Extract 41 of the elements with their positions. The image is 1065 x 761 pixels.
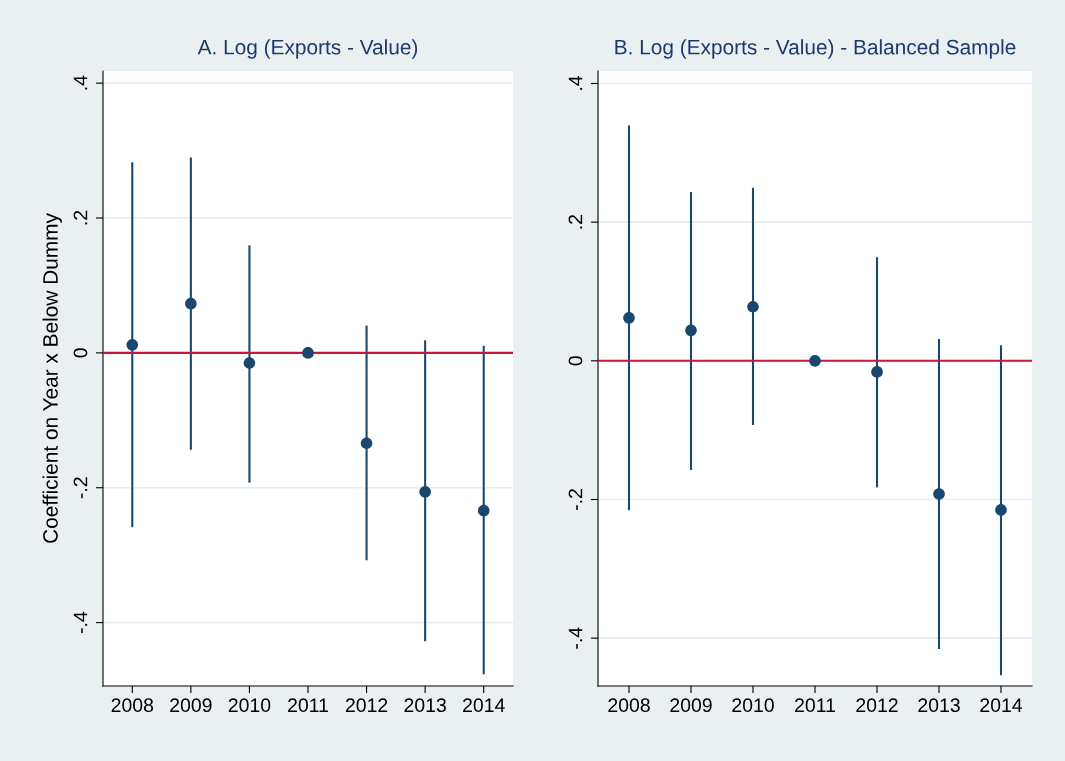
point	[419, 485, 431, 498]
x-tick-label: 2011	[288, 698, 328, 713]
point	[477, 504, 490, 517]
x-tick-label: 2013	[918, 698, 960, 713]
y-tick-label: 0	[568, 356, 583, 366]
chart-title: A. Log (Exports - Value)	[197, 39, 418, 59]
point	[185, 297, 197, 310]
y-tick-label: 0	[73, 348, 88, 358]
y-tick-label: .4	[73, 75, 88, 90]
y-tick-label: .4	[568, 75, 583, 90]
point	[933, 488, 945, 500]
point	[809, 355, 821, 367]
y-tick-label: -.4	[73, 611, 88, 634]
x-tick-label: 2014	[463, 698, 505, 713]
y-tick-label: .2	[568, 215, 583, 229]
x-tick-label: 2011	[795, 698, 835, 713]
point	[685, 324, 697, 337]
point	[995, 504, 1007, 516]
x-tick-label: 2008	[111, 698, 154, 713]
x-tick-label: 2010	[228, 698, 271, 713]
x-tick-label: 2014	[980, 698, 1023, 713]
point	[126, 338, 139, 351]
point	[623, 312, 635, 324]
point	[871, 366, 883, 378]
y-tick-label: .2	[73, 210, 88, 225]
y-tick-label: -.2	[568, 489, 583, 510]
point	[302, 347, 314, 359]
point	[747, 300, 759, 313]
point	[243, 357, 256, 369]
x-tick-label: 2010	[732, 698, 774, 713]
x-tick-label: 2008	[608, 698, 650, 713]
y-tick-label: -.4	[568, 627, 583, 649]
x-tick-label: 2009	[670, 698, 712, 713]
x-tick-label: 2009	[170, 698, 212, 713]
y-axis-title: Coefficient on Year x Below Dummy	[42, 213, 62, 543]
y-tick-label: -.2	[73, 477, 88, 499]
chart-title: B. Log (Exports - Value) - Balanced Sample	[615, 39, 1016, 59]
x-tick-label: 2013	[404, 698, 446, 713]
point	[360, 437, 373, 450]
x-tick-label: 2012	[345, 698, 388, 713]
x-tick-label: 2012	[856, 698, 898, 713]
